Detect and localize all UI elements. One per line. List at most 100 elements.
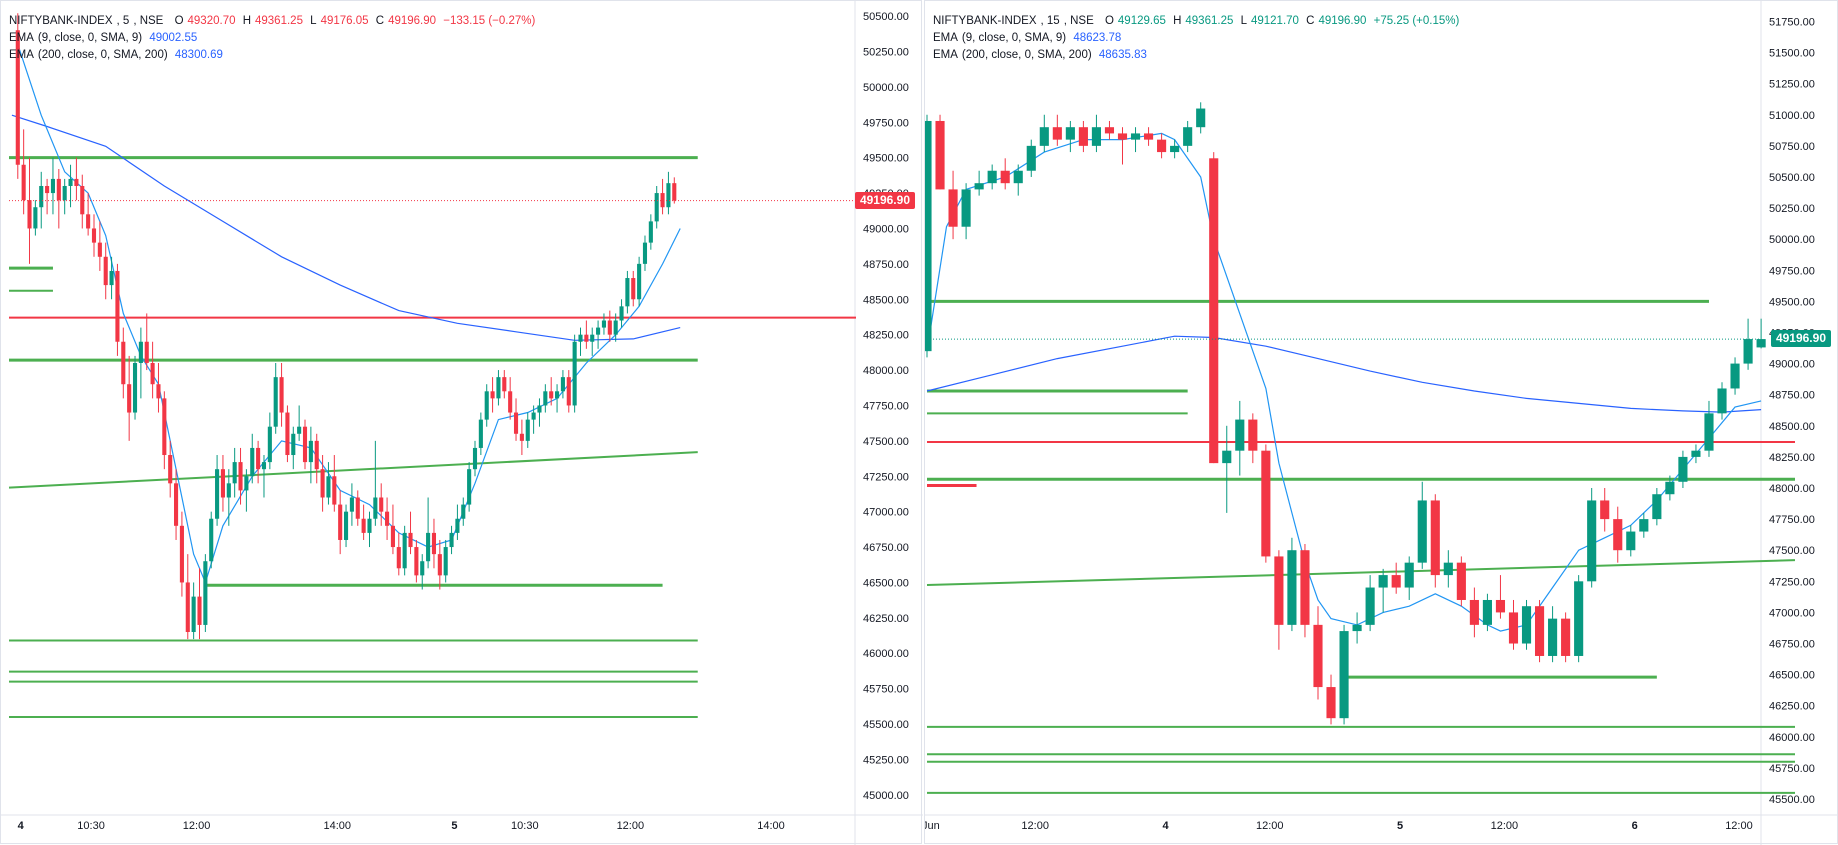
y-tick-label: 51500.00: [1769, 48, 1815, 60]
x-tick-label: 14:00: [323, 820, 351, 832]
chart-canvas-5min[interactable]: 50500.00 50250.00 50000.00 49750.00 49500.00…: [1, 1, 923, 845]
candle-body: [601, 320, 607, 328]
y-tick-label: 49750.00: [863, 117, 909, 129]
y-tick-label: 48750.00: [863, 259, 909, 271]
candle-body: [285, 412, 290, 456]
candle-body: [607, 320, 612, 335]
candle-body: [642, 242, 648, 264]
chart-pane-5min[interactable]: 50500.00 50250.00 50000.00 49750.00 49500.00…: [0, 0, 923, 845]
candle-body: [127, 384, 132, 413]
y-tick-label: 46250.00: [1769, 701, 1815, 713]
candle-body: [74, 178, 79, 186]
candle-body: [1704, 413, 1714, 451]
x-tick-label: 5: [1397, 820, 1403, 832]
chart-canvas-15min[interactable]: 51750.00 51500.00 51250.00 51000.00 50750.00…: [925, 1, 1838, 845]
candle-body: [1652, 494, 1662, 520]
candle-body: [987, 170, 997, 184]
candle-body: [279, 377, 284, 413]
chart-pane-15min[interactable]: 51750.00 51500.00 51250.00 51000.00 50750.00…: [924, 0, 1838, 845]
level-line: [926, 559, 1796, 587]
chart-legend: NIFTYBANK-INDEX, 15, NSE O 49129.65 H 4936…: [933, 13, 1467, 64]
candle-body: [33, 207, 38, 229]
ohlc-values: O 49129.65 H 49361.25 L 49121.70 C 49196.90 …: [1104, 15, 1460, 27]
candle-body: [408, 532, 413, 548]
x-tick-label: 10:30: [511, 820, 539, 832]
candle-body: [361, 518, 366, 533]
ohlc-values: O 49320.70 H 49361.25 L 49176.05 C 49196.90 …: [174, 15, 536, 27]
y-tick-label: 50500.00: [863, 11, 909, 23]
candle-body: [1209, 158, 1219, 464]
y-tick-label: 47750.00: [1769, 514, 1815, 526]
candle-body: [1287, 550, 1297, 625]
candle-body: [513, 412, 519, 434]
candle-body: [654, 193, 659, 222]
x-tick-label: 14:00: [757, 820, 785, 832]
symbol-label[interactable]: NIFTYBANK-INDEX, 5, NSE: [9, 15, 164, 27]
indicator-ema-9[interactable]: EMA (9, close, 0, SMA, 9) 49002.55: [9, 32, 198, 44]
candle-body: [138, 341, 143, 363]
candle-body: [320, 469, 325, 498]
candle-body: [1130, 133, 1141, 140]
chart-legend: NIFTYBANK-INDEX, 5, NSE O 49320.70 H 49361…: [9, 13, 543, 64]
candle-body: [373, 497, 378, 519]
indicator-ema-200[interactable]: EMA (200, close, 0, SMA, 200) 48635.83: [933, 49, 1147, 61]
y-tick-label: 49000.00: [863, 223, 909, 235]
indicator-ema-200[interactable]: EMA (200, close, 0, SMA, 200) 48300.69: [9, 49, 223, 61]
candle-body: [27, 200, 32, 229]
x-tick-label: 12:00: [1491, 820, 1519, 832]
candle-body: [179, 525, 184, 583]
last-price-tag: 49196.90: [1770, 330, 1831, 348]
candle-body: [385, 511, 390, 526]
y-tick-label: 46500.00: [863, 577, 909, 589]
candle-body: [332, 476, 337, 505]
candle-body: [1313, 624, 1323, 688]
candle-body: [150, 362, 155, 385]
candle-body: [156, 384, 161, 399]
indicator-ema-9[interactable]: EMA (9, close, 0, SMA, 9) 48623.78: [933, 32, 1122, 44]
candle-body: [267, 426, 272, 463]
y-tick-label: 47000.00: [863, 507, 909, 519]
candle-body: [496, 377, 501, 399]
y-tick-label: 49500.00: [863, 153, 909, 165]
candle-body: [349, 497, 354, 512]
candle-body: [402, 532, 407, 569]
candle-body: [162, 398, 167, 456]
candle-body: [1183, 127, 1193, 146]
candle-body: [1378, 575, 1388, 588]
candle-body: [1339, 631, 1349, 719]
candle-body: [197, 596, 202, 625]
candle-body: [1352, 624, 1362, 632]
candle-body: [1078, 127, 1088, 146]
candle-body: [666, 183, 671, 208]
candle-body: [596, 327, 601, 335]
y-tick-label: 50500.00: [1769, 172, 1815, 184]
candle-body: [1443, 562, 1453, 576]
x-tick-label: 12:00: [617, 820, 645, 832]
candle-body: [1157, 139, 1167, 153]
ohlc-row: NIFTYBANK-INDEX, 15, NSE O 49129.65 H 4936…: [933, 13, 1467, 30]
candle-body: [531, 412, 536, 420]
y-tick-label: 49750.00: [1769, 265, 1815, 277]
candle-body: [1430, 500, 1440, 576]
candle-body: [555, 391, 560, 399]
symbol-label[interactable]: NIFTYBANK-INDEX, 15, NSE: [933, 15, 1094, 27]
candle-body: [484, 391, 489, 420]
candle-body: [1456, 562, 1466, 600]
candle-body: [1521, 606, 1532, 644]
candle-body: [961, 189, 971, 227]
x-tick-label: 4: [18, 820, 25, 832]
candle-body: [1065, 127, 1075, 140]
candle-body: [660, 193, 665, 208]
candle-body: [21, 164, 26, 201]
candle-body: [584, 334, 589, 342]
candle-body: [1391, 575, 1401, 588]
candle-body: [566, 377, 571, 406]
y-tick-label: 46000.00: [1769, 732, 1815, 744]
candle-body: [974, 183, 984, 190]
x-tick-label: 4: [1162, 820, 1169, 832]
candle-body: [103, 256, 108, 286]
x-tick-label: 12:00: [1725, 820, 1753, 832]
candle-body: [1495, 599, 1506, 613]
candle-body: [97, 242, 102, 257]
candle-body: [613, 320, 618, 335]
